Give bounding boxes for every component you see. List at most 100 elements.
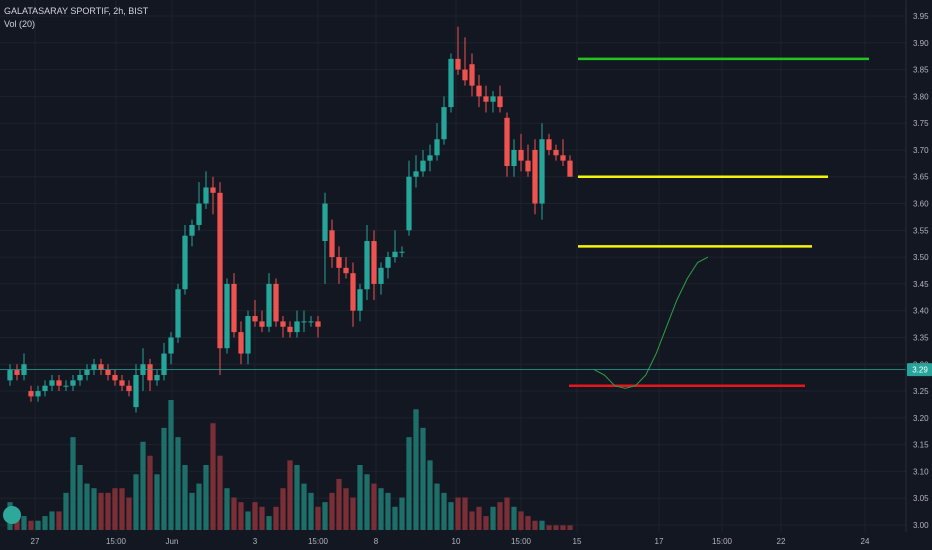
candle-body	[343, 267, 349, 274]
volume-bar	[567, 525, 573, 530]
candle-body	[294, 321, 300, 333]
candle-body	[350, 273, 356, 311]
volume-bar	[98, 492, 104, 530]
price-tick-label: 3.70	[913, 146, 929, 155]
volume-bar	[553, 525, 559, 530]
volume-bar	[560, 525, 566, 530]
candle-body	[259, 321, 265, 327]
volume-bar	[182, 465, 188, 530]
candle-body	[497, 96, 503, 108]
volume-bar	[357, 465, 363, 530]
candle-body	[266, 283, 272, 327]
volume-bar	[308, 492, 314, 530]
volume-bar	[518, 511, 524, 530]
volume-bar	[210, 423, 216, 530]
candle-body	[7, 369, 13, 381]
volume-bar	[259, 506, 265, 530]
price-axis[interactable]: 3.95 3.90 3.85 3.80 3.75 3.70 3.65 3.60 3.55 3.50…	[905, 0, 929, 532]
volume-bar	[385, 492, 391, 530]
candle-body	[14, 369, 20, 375]
candle-body	[490, 96, 496, 102]
volume-bar	[147, 455, 153, 530]
candle-body	[504, 117, 510, 167]
volume-bar	[539, 520, 545, 530]
time-tick-label: 17	[655, 537, 664, 546]
time-tick-label: 10	[452, 537, 461, 546]
candle-body	[469, 64, 475, 86]
volume-bar	[168, 400, 174, 530]
candle-body	[182, 235, 188, 290]
volume-bar	[406, 437, 412, 530]
volume-indicator-label: Vol (20)	[4, 19, 36, 29]
price-tick-label: 3.35	[913, 333, 929, 342]
candle-body	[378, 267, 384, 284]
candle-body	[210, 187, 216, 193]
volume-bar	[490, 506, 496, 530]
volume-bar	[287, 460, 293, 530]
candle-body	[105, 369, 111, 375]
candle-body	[245, 316, 251, 354]
candle-body	[322, 203, 328, 242]
volume-bar	[35, 520, 41, 530]
candle-body	[308, 321, 314, 323]
price-tick-label: 3.10	[913, 467, 929, 476]
volume-bar	[427, 460, 433, 530]
price-tick-label: 3.15	[913, 441, 929, 450]
chart-header: GALATASARAY SPORTIF, 2h, BIST Vol (20)	[4, 5, 148, 31]
volume-bar	[392, 506, 398, 530]
candle-body	[287, 326, 293, 333]
candle-body	[357, 289, 363, 311]
volume-bar	[469, 511, 475, 530]
candle-body	[63, 385, 69, 387]
candle-body	[56, 380, 62, 386]
volume-bar	[266, 516, 272, 530]
price-tick-label: 3.60	[913, 200, 929, 209]
candle-body	[189, 224, 195, 236]
price-tick-label: 3.25	[913, 387, 929, 396]
tradingview-logo-icon	[3, 506, 21, 524]
candle-body	[525, 160, 531, 172]
volume-bar	[119, 488, 125, 530]
horizontal-levels	[569, 57, 869, 387]
candle-body	[35, 391, 41, 397]
candle-body	[28, 391, 34, 397]
candle-body	[196, 203, 202, 225]
candle-body	[329, 230, 335, 258]
candle-body	[98, 364, 104, 370]
volume-bar	[413, 409, 419, 530]
price-tick-label: 3.95	[913, 12, 929, 21]
candle-body	[91, 364, 97, 370]
volume-bar	[315, 506, 321, 530]
candle-body	[392, 251, 398, 258]
candle-body	[441, 107, 447, 140]
volume-bars	[7, 400, 573, 530]
candle-body	[147, 364, 153, 381]
candlestick-series	[7, 26, 573, 413]
volume-bar	[112, 488, 118, 530]
current-price-label: 3.29	[912, 366, 928, 375]
candle-body	[448, 58, 454, 108]
price-tick-label: 3.90	[913, 39, 929, 48]
price-tick-label: 3.85	[913, 66, 929, 75]
volume-bar	[140, 441, 146, 530]
volume-bar	[126, 497, 132, 530]
candle-body	[252, 316, 258, 322]
candle-body	[511, 149, 517, 167]
candle-body	[119, 380, 125, 386]
time-axis[interactable]: 27 15:00 Jun 3 15:00 8 10 15:00 15 17 15:00 22 24	[31, 537, 870, 546]
volume-bar	[91, 488, 97, 530]
current-price-tag: 3.29	[907, 363, 932, 377]
price-tick-label: 3.40	[913, 307, 929, 316]
price-tick-label: 3.20	[913, 414, 929, 423]
price-tick-label: 3.80	[913, 92, 929, 101]
candle-body	[371, 241, 377, 284]
volume-bar	[196, 483, 202, 530]
volume-bar	[420, 427, 426, 530]
volume-bar	[189, 492, 195, 530]
candle-body	[399, 251, 405, 253]
volume-bar	[224, 488, 230, 530]
candle-body	[385, 257, 391, 268]
volume-bar	[203, 465, 209, 530]
candle-body	[168, 337, 174, 354]
